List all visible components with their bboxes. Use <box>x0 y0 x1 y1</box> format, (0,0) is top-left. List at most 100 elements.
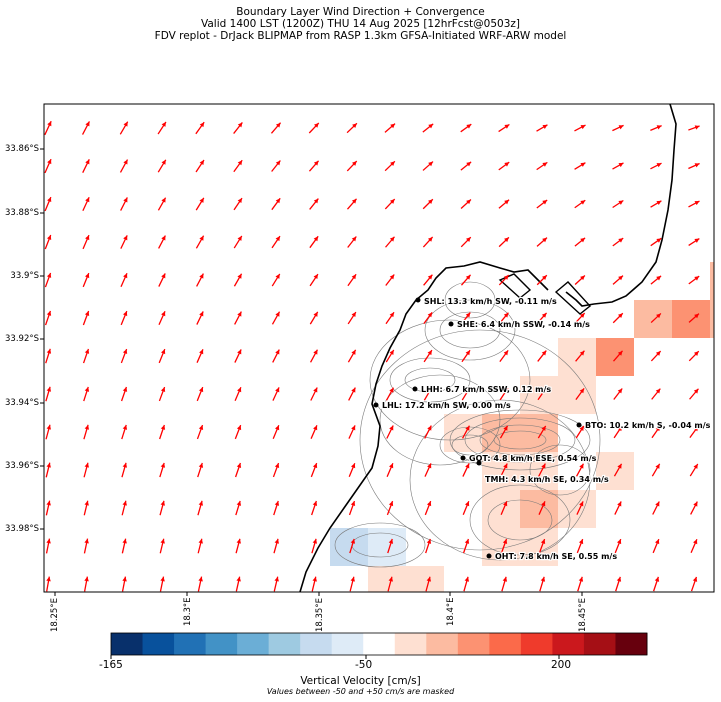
wind-arrow <box>688 162 700 170</box>
lat-tick-label: 33.9°S <box>10 271 39 281</box>
wind-arrow <box>500 538 508 554</box>
wind-arrow <box>121 424 128 440</box>
wind-arrow <box>653 576 660 592</box>
wind-arrow <box>613 388 623 400</box>
wind-arrow <box>44 234 52 250</box>
wind-arrow <box>271 273 281 287</box>
wind-arrow <box>650 275 662 285</box>
wind-arrow <box>309 349 319 363</box>
wind-arrow <box>460 161 472 171</box>
wind-arrow <box>689 463 699 477</box>
axis-ticks <box>40 148 583 596</box>
wind-arrow <box>461 387 471 401</box>
wind-arrow <box>159 424 166 440</box>
wind-arrow <box>44 158 52 174</box>
wind-arrow <box>44 272 52 288</box>
wind-arrow <box>44 196 52 212</box>
wind-arrow <box>688 238 700 246</box>
wind-arrow <box>652 538 660 554</box>
wind-arrow <box>349 538 356 554</box>
colorbar-swatch <box>174 633 207 655</box>
wind-arrow <box>157 197 167 211</box>
wind-arrow <box>271 197 281 211</box>
wind-arrow <box>348 500 356 516</box>
wind-arrow <box>384 123 396 133</box>
lat-tick-label: 33.98°S <box>5 524 39 534</box>
wind-arrow <box>614 501 622 515</box>
contour-line <box>359 329 601 551</box>
wind-arrow <box>461 425 471 439</box>
velocity-cell <box>672 300 710 338</box>
wind-arrow <box>195 197 205 211</box>
wind-arrow <box>121 500 127 516</box>
wind-arrow <box>83 424 90 440</box>
velocity-cell <box>368 566 406 592</box>
velocity-cell <box>444 414 482 452</box>
wind-arrow <box>461 349 471 363</box>
wind-arrow <box>347 349 357 363</box>
wind-arrow <box>197 462 204 478</box>
wind-arrow <box>121 462 128 478</box>
wind-arrow <box>537 350 547 362</box>
wind-arrow <box>613 463 623 477</box>
wind-arrow <box>423 387 433 401</box>
wind-arrow <box>83 386 90 402</box>
wind-arrow <box>346 160 358 172</box>
wind-arrow <box>197 576 203 592</box>
wind-arrow <box>462 463 470 477</box>
wind-arrow <box>120 235 128 249</box>
site-label: GOT: 4.8 km/h ESE, 0.54 m/s <box>469 454 597 463</box>
contour-line <box>439 311 501 349</box>
wind-arrow <box>158 273 166 287</box>
wind-arrow <box>82 196 90 212</box>
wind-arrow <box>311 576 317 592</box>
site-dot <box>412 386 418 392</box>
wind-arrow <box>234 387 242 401</box>
wind-arrow <box>577 576 584 592</box>
velocity-cell <box>406 566 444 592</box>
wind-arrow <box>425 538 432 554</box>
wind-arrow <box>119 159 129 173</box>
wind-arrow <box>498 123 510 133</box>
wind-arrow <box>311 500 318 516</box>
wind-arrow <box>499 425 509 439</box>
wind-arrow <box>348 462 356 478</box>
harbour-outline <box>498 273 592 315</box>
wind-arrow <box>423 311 433 325</box>
wind-arrow <box>689 388 699 400</box>
wind-arrow <box>158 386 166 402</box>
wind-arrow <box>536 274 548 286</box>
site-dot <box>476 460 482 466</box>
wind-arrow <box>574 274 586 286</box>
terrain-contours <box>334 281 601 568</box>
contour-line <box>439 426 501 464</box>
wind-arrow <box>271 235 281 249</box>
wind-arrow <box>498 236 510 248</box>
wind-arrow <box>311 538 318 554</box>
contour-line <box>409 399 591 561</box>
colorbar-note: Values between -50 and +50 cm/s are mask… <box>266 687 455 696</box>
wind-arrow <box>272 349 280 363</box>
site-label: SHL: 13.3 km/h SW, -0.11 m/s <box>424 297 557 306</box>
wind-arrow <box>385 311 395 325</box>
title-line-2: Valid 1400 LST (1200Z) THU 14 Aug 2025 [… <box>201 18 520 30</box>
velocity-cell <box>710 262 714 338</box>
lat-tick-label: 33.96°S <box>5 461 39 471</box>
colorbar-swatch <box>394 633 427 655</box>
wind-arrow <box>234 424 242 440</box>
wind-arrow <box>575 463 585 477</box>
wind-arrow <box>423 349 433 363</box>
wind-arrow <box>650 162 662 170</box>
wind-arrow <box>309 273 319 287</box>
wind-arrow <box>157 159 167 173</box>
velocity-cell <box>596 338 634 376</box>
colorbar-swatch <box>520 633 553 655</box>
wind-arrow <box>651 463 661 477</box>
wind-arrow <box>82 348 90 364</box>
wind-arrow <box>690 501 698 515</box>
wind-arrow <box>499 387 509 401</box>
wind-arrow <box>308 160 320 172</box>
colorbar-swatch <box>552 633 585 655</box>
wind-arrow <box>650 125 662 131</box>
wind-arrow <box>498 161 510 171</box>
